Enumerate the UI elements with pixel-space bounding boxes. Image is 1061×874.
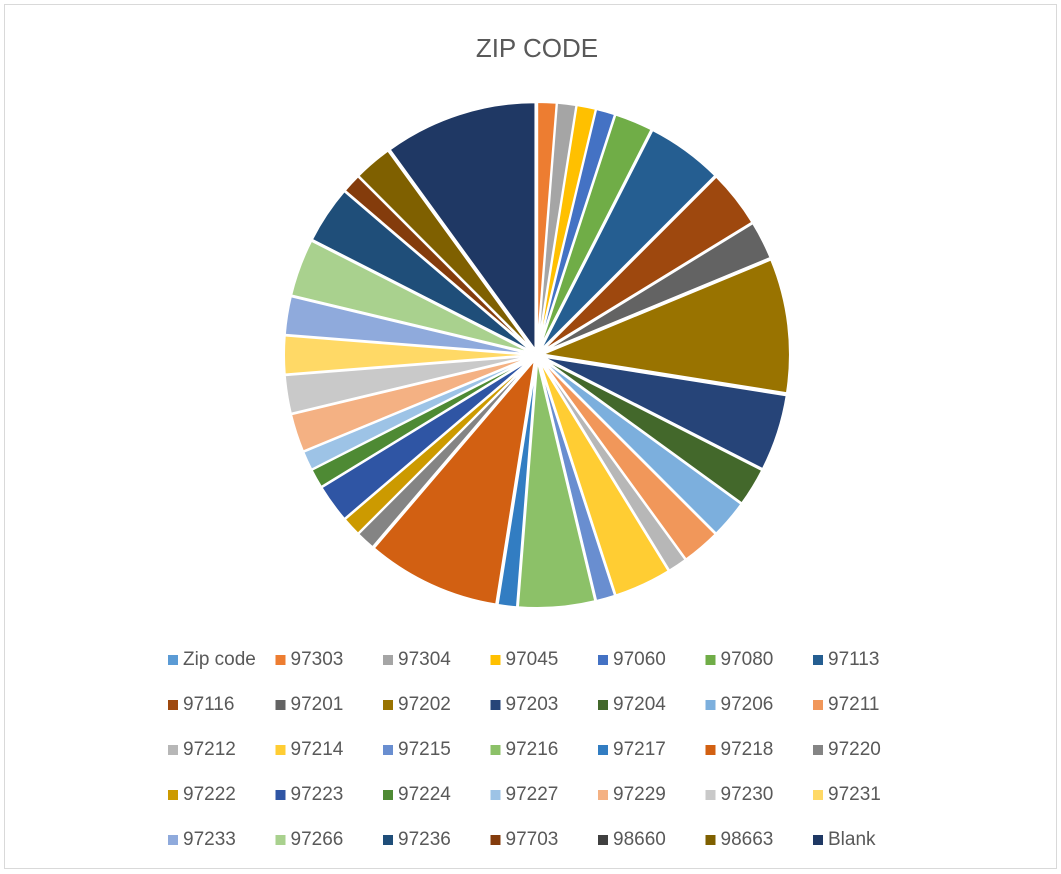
legend-swatch [275, 655, 286, 665]
legend-label: 97045 [506, 649, 559, 670]
legend-label: 97202 [398, 694, 451, 715]
legend-label: 97204 [613, 694, 666, 715]
legend-swatch [705, 655, 716, 665]
pie-slice [516, 359, 597, 609]
legend-label: 97224 [398, 784, 451, 805]
legend-swatch [598, 700, 608, 710]
legend-label: 97227 [506, 784, 559, 805]
legend-swatch [490, 655, 501, 665]
legend-label: 97703 [506, 829, 559, 850]
legend-swatch [598, 655, 608, 665]
legend-label: 97218 [721, 739, 774, 760]
legend-label: 97229 [613, 784, 666, 805]
legend-swatch [813, 745, 823, 755]
pie-slice [538, 258, 791, 395]
legend-swatch [168, 790, 178, 800]
legend-swatch [598, 745, 608, 755]
legend-swatch [813, 835, 823, 845]
pie-slice [356, 149, 535, 352]
legend-swatch [490, 745, 501, 755]
legend-label: 97216 [506, 739, 559, 760]
legend-swatch [490, 835, 501, 845]
pie-slice [372, 356, 537, 606]
legend-label: 97215 [398, 739, 451, 760]
legend-label: 97206 [721, 694, 774, 715]
legend-label: 97223 [291, 784, 344, 805]
pie-slice [541, 355, 788, 471]
legend-swatch [168, 655, 178, 665]
legend-label: 98660 [613, 829, 666, 850]
legend-label: 97113 [828, 649, 879, 670]
legend-label: 97201 [291, 694, 344, 715]
legend-swatch [705, 700, 716, 710]
legend-swatch [168, 835, 178, 845]
pie-slice [540, 221, 772, 354]
legend-label: 97214 [291, 739, 344, 760]
pie-slice [540, 175, 754, 353]
pie-slice [539, 128, 717, 352]
legend-label: 97116 [183, 694, 234, 715]
legend-label: Zip code [183, 649, 256, 670]
pie-slice [388, 101, 537, 354]
legend-swatch [490, 790, 501, 800]
legend-swatch [490, 700, 501, 710]
legend-label: 97231 [828, 784, 881, 805]
legend-label: 97236 [398, 829, 451, 850]
legend-swatch [705, 790, 716, 800]
legend-label: 97212 [183, 739, 236, 760]
legend-swatch [168, 700, 178, 710]
pie-slice [496, 359, 538, 609]
legend-label: 97220 [828, 739, 881, 760]
legend-swatch [813, 700, 823, 710]
legend-swatch [598, 835, 608, 845]
legend-swatch [705, 745, 716, 755]
legend-label: 97080 [721, 649, 774, 670]
legend-label: Blank [828, 829, 876, 850]
legend-label: 97211 [828, 694, 879, 715]
legend-swatch [275, 835, 286, 845]
legend-swatch [383, 745, 393, 755]
legend-label: 97304 [398, 649, 451, 670]
legend-swatch [383, 700, 393, 710]
legend-swatch [598, 790, 608, 800]
chart-title: ZIP CODE [476, 33, 598, 63]
legend-swatch [813, 655, 823, 665]
pie-slice [537, 113, 653, 351]
legend-label: 98663 [721, 829, 774, 850]
legend-swatch [383, 790, 393, 800]
legend-swatch [275, 745, 286, 755]
legend-label: 97217 [613, 739, 666, 760]
pie-slice [289, 239, 533, 355]
legend-swatch [383, 835, 393, 845]
legend-swatch [168, 745, 178, 755]
legend-label: 97303 [291, 649, 344, 670]
legend-swatch [383, 655, 393, 665]
legend-label: 97230 [721, 784, 774, 805]
legend-label: 97233 [183, 829, 236, 850]
legend-label: 97203 [506, 694, 559, 715]
legend-label: 97266 [291, 829, 344, 850]
legend-label: 97222 [183, 784, 236, 805]
legend-swatch [275, 700, 286, 710]
legend-swatch [705, 835, 716, 845]
legend-label: 97060 [613, 649, 666, 670]
legend-swatch [275, 790, 286, 800]
legend-swatch [813, 790, 823, 800]
